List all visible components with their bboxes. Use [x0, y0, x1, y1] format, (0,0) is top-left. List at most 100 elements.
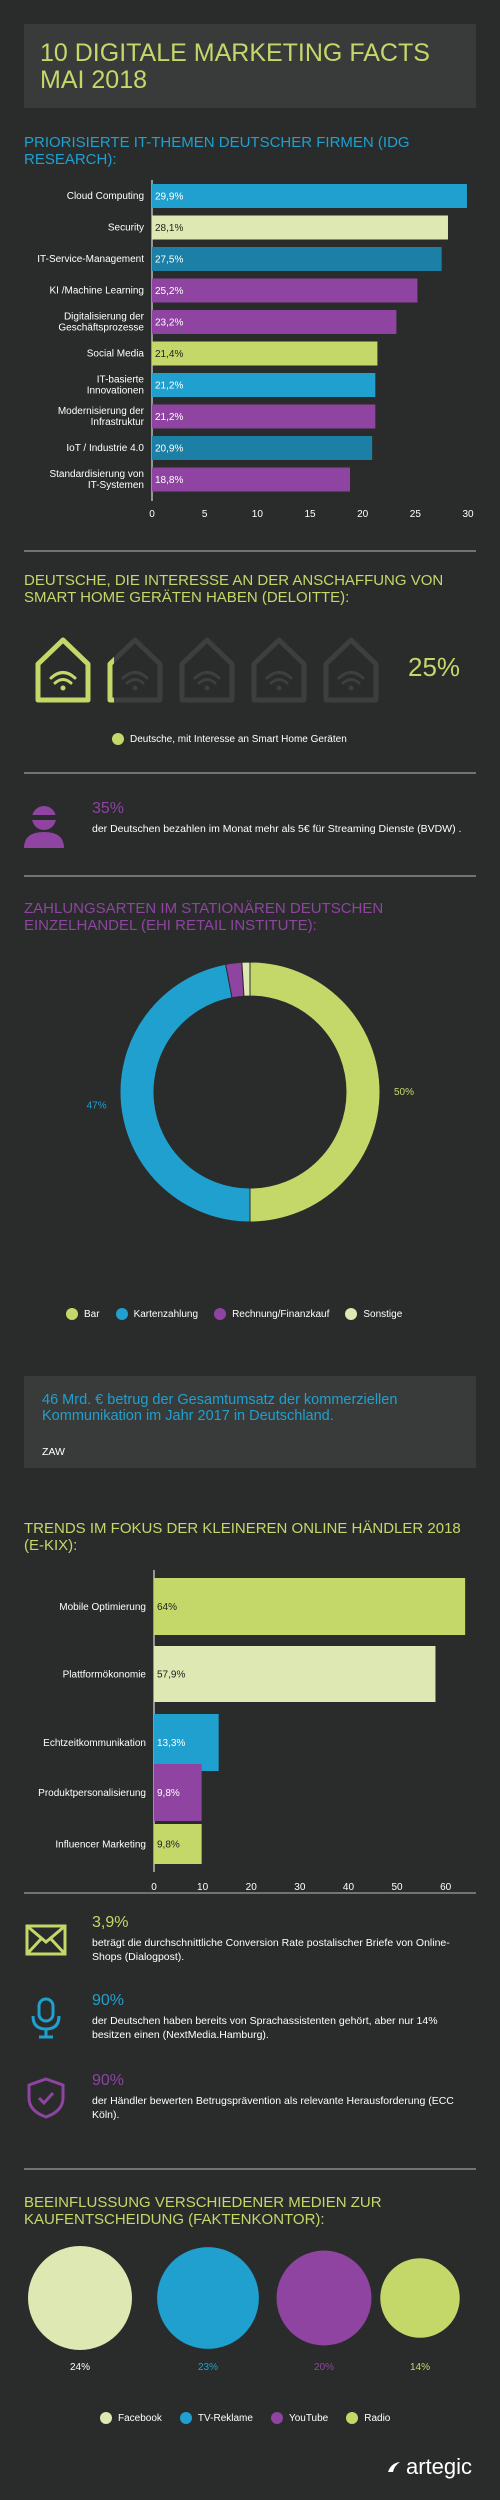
data-label: 29,9%	[155, 192, 183, 203]
bubble	[276, 2250, 372, 2346]
smarthome-icons	[35, 637, 379, 703]
bar	[152, 247, 442, 271]
x-tick-label: 30	[294, 1882, 306, 1893]
x-tick-label: 10	[252, 509, 264, 520]
data-label: 13,3%	[157, 1738, 185, 1749]
category-label: Mobile Optimierung	[59, 1602, 146, 1613]
x-tick-label: 15	[304, 509, 316, 520]
category-label: Produktpersonalisierung	[38, 1788, 146, 1799]
legend-label: TV-Reklame	[197, 2412, 253, 2424]
header-banner	[24, 24, 476, 108]
fact-percent: 3,9%	[92, 1914, 129, 1931]
bar	[154, 1578, 466, 1635]
x-tick-label: 50	[392, 1882, 404, 1893]
x-tick-label: 60	[440, 1882, 452, 1893]
bar	[154, 1714, 219, 1771]
donut-slice	[241, 961, 251, 997]
fact-text: beträgt die durchschnittliche Conversion…	[92, 1937, 450, 1963]
legend-dot	[100, 2412, 112, 2424]
fact-percent: 90%	[92, 2072, 125, 2089]
category-label: IT-basierte Innovationen	[87, 375, 145, 397]
category-label: Influencer Marketing	[55, 1840, 146, 1851]
bar	[152, 373, 376, 397]
payments-donut: 50%47%2%1%	[87, 961, 414, 1223]
house-icon	[251, 637, 307, 703]
it-themes-title: PRIORISIERTE IT-THEMEN DEUTSCHER FIRMEN …	[24, 134, 410, 168]
house-icon	[323, 637, 379, 703]
legend-item: TV-Reklame	[179, 2412, 253, 2424]
data-label: 57,9%	[157, 1670, 185, 1681]
it-themes-chart: Cloud Computing 29,9% Security 28,1% IT-Serv…	[37, 180, 474, 520]
legend-label: Sonstige	[363, 1308, 403, 1320]
category-label: Echtzeitkommunikation	[43, 1738, 146, 1749]
data-label: 27,5%	[155, 255, 183, 266]
shield-icon	[27, 2077, 65, 2119]
data-label: 64%	[157, 1602, 177, 1613]
legend-item: Bar	[66, 1308, 100, 1320]
bubble	[380, 2258, 460, 2338]
category-label: Digitalisierung der Geschäftsprozesse	[58, 312, 144, 334]
zaw-headline: 46 Mrd. € betrug der Gesamtumsatz der ko…	[42, 1392, 398, 1424]
x-tick-label: 25	[410, 509, 422, 520]
payments-title: ZAHLUNGSARTEN IM STATIONÄREN DEUTSCHEN E…	[24, 900, 384, 934]
fact-percent: 90%	[92, 1992, 125, 2009]
bar	[152, 215, 448, 240]
data-label: 25,2%	[155, 286, 183, 297]
bar	[152, 278, 418, 303]
smarthome-percent: 25%	[408, 652, 461, 682]
legend-item: Sonstige	[345, 1308, 402, 1320]
logo-swoosh-icon	[388, 2462, 400, 2472]
data-label: 9,8%	[157, 1788, 180, 1799]
bar	[152, 184, 467, 208]
data-label: 23,2%	[155, 318, 183, 329]
bubble	[28, 2246, 132, 2350]
trends-title: TRENDS IM FOKUS DER KLEINEREN ONLINE HÄN…	[24, 1520, 461, 1554]
category-label: IT-Service-Management	[37, 254, 144, 265]
data-label: 28,1%	[155, 223, 183, 234]
legend-item: Radio	[346, 2412, 390, 2424]
legend-item: Facebook	[100, 2412, 162, 2424]
x-tick-label: 30	[462, 509, 474, 520]
zaw-box	[24, 1376, 476, 1468]
legend-item: Rechnung/Finanzkauf	[214, 1308, 329, 1320]
divider	[24, 875, 476, 877]
fact-text: der Deutschen haben bereits von Sprachas…	[92, 2015, 438, 2041]
donut-slice	[119, 963, 251, 1223]
bubble-label: 24%	[70, 2362, 90, 2373]
donut-slice	[249, 961, 381, 1223]
legend-label: Radio	[364, 2412, 391, 2424]
smarthome-legend-label: Deutsche, mit Interesse an Smart Home Ge…	[130, 733, 347, 745]
x-tick-label: 20	[357, 509, 369, 520]
fact-text: der Händler bewerten Betrugsprävention a…	[92, 2095, 454, 2121]
donut-label: 50%	[394, 1087, 414, 1098]
legend-label: Bar	[84, 1308, 100, 1320]
data-label: 21,2%	[155, 412, 183, 423]
bar	[154, 1824, 202, 1864]
legend-label: Facebook	[118, 2412, 162, 2424]
bar	[152, 341, 378, 366]
divider	[24, 550, 476, 552]
legend-label: Kartenzahlung	[133, 1308, 199, 1320]
data-label: 20,9%	[155, 444, 183, 455]
legend-item: Kartenzahlung	[115, 1308, 199, 1320]
logo-text: artegic	[406, 2454, 473, 2479]
bar	[152, 436, 373, 460]
category-label: Security	[108, 223, 144, 234]
legend-dot	[179, 2412, 192, 2424]
x-tick-label: 0	[151, 1882, 157, 1893]
page-title: 10 DIGITALE MARKETING FACTS MAI 2018	[40, 39, 430, 94]
legend-dot	[346, 2412, 359, 2424]
legend-dot	[214, 1308, 227, 1320]
data-label: 18,8%	[155, 475, 183, 486]
house-icon	[107, 637, 163, 703]
zaw-source: ZAW	[42, 1446, 65, 1458]
legend-dot	[345, 1308, 358, 1320]
house-filled	[35, 637, 114, 703]
house-icon	[179, 637, 235, 703]
x-tick-label: 10	[197, 1882, 209, 1893]
category-label: Modernisierung der Infrastruktur	[58, 406, 145, 428]
category-label: Standardisierung von IT-Systemen	[49, 469, 144, 491]
envelope-icon	[25, 1924, 67, 1956]
x-tick-label: 20	[246, 1882, 258, 1893]
legend-label: YouTube	[288, 2412, 329, 2424]
